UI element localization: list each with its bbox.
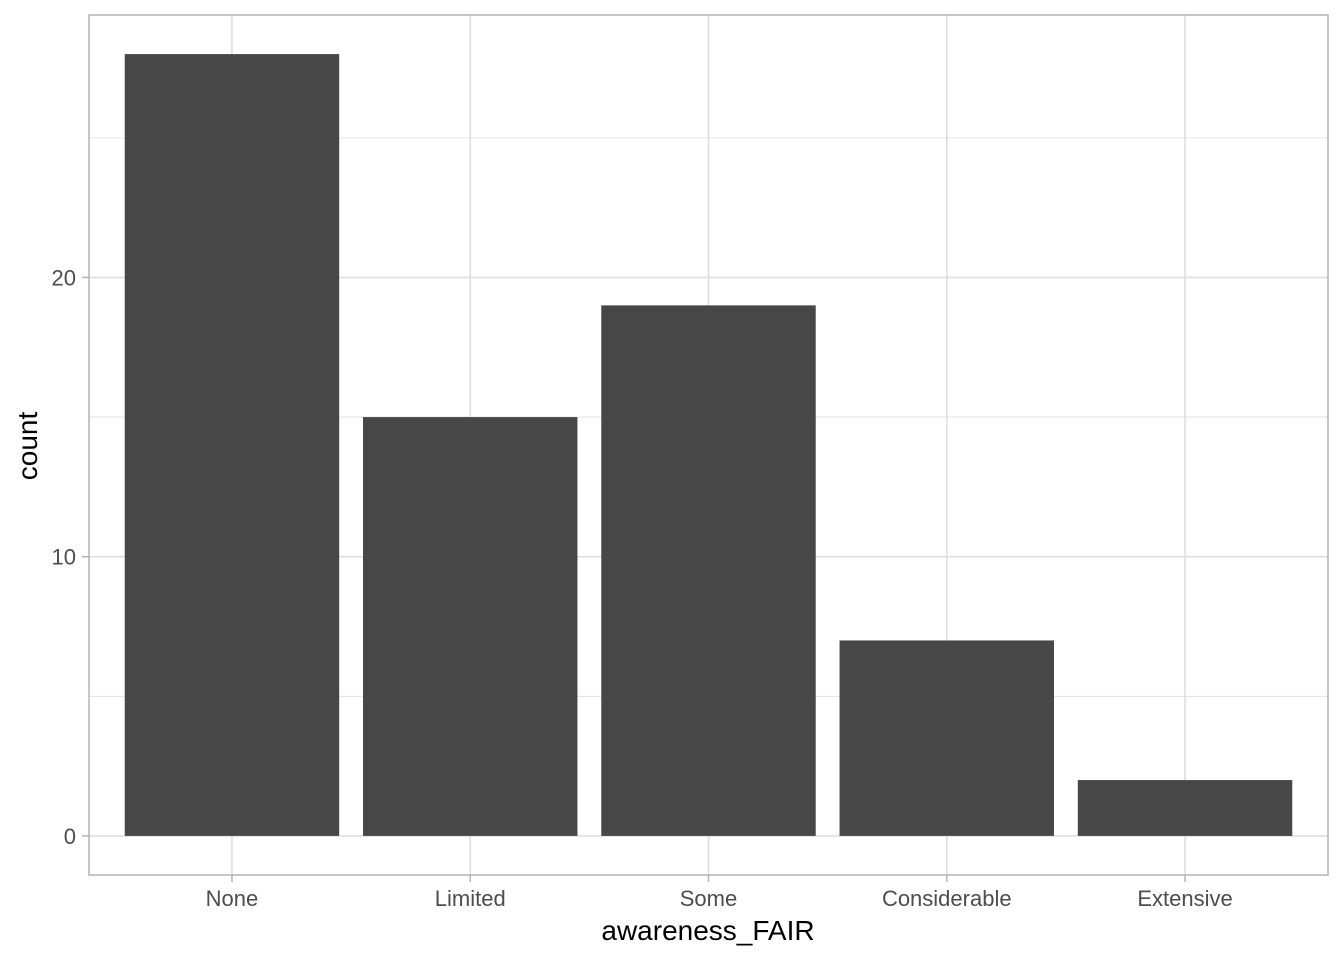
x-tick-label: Considerable [882,886,1012,911]
bar-some [601,305,816,836]
bar-limited [363,417,578,836]
y-tick-label: 0 [64,824,76,849]
x-axis-title: awareness_FAIR [601,915,814,946]
y-tick-label: 10 [52,545,76,570]
bar-considerable [839,640,1054,836]
x-tick-label: Limited [435,886,506,911]
bars [124,54,1293,836]
bar-extensive [1077,780,1293,836]
y-tick-label: 20 [52,265,76,290]
bar-none [124,54,340,836]
y-axis-title: count [12,412,43,481]
x-tick-label: None [206,886,259,911]
x-tick-label: Some [680,886,737,911]
axis-ticks: 0 10 20 None Limited Some Considerable Extensiv… [52,265,1233,911]
x-tick-label: Extensive [1137,886,1232,911]
